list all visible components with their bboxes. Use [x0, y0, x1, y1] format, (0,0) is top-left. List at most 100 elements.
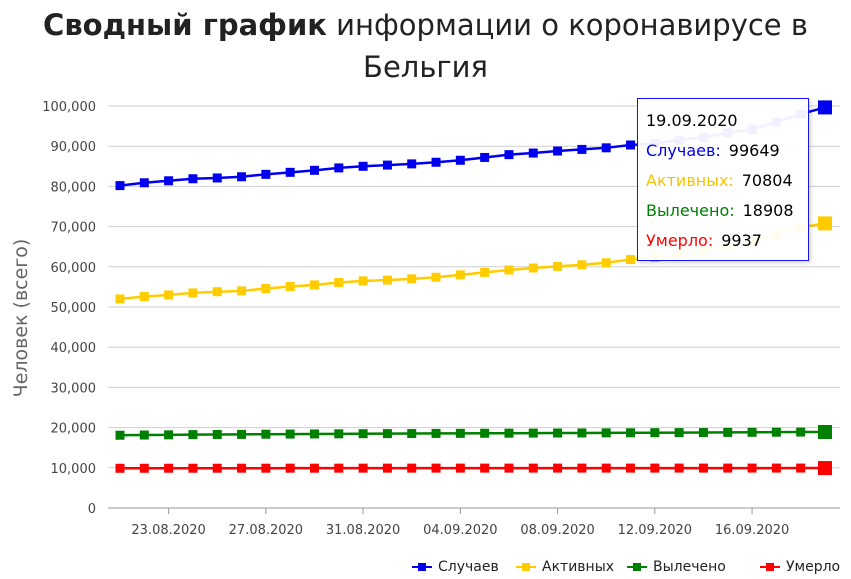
- data-point[interactable]: [285, 463, 295, 473]
- data-point[interactable]: [553, 428, 563, 438]
- data-point[interactable]: [139, 292, 149, 302]
- data-point[interactable]: [237, 286, 247, 296]
- data-point[interactable]: [139, 430, 149, 440]
- data-point[interactable]: [164, 176, 174, 186]
- legend-item-deaths[interactable]: Умерло: [760, 557, 840, 577]
- data-point[interactable]: [626, 255, 636, 265]
- data-point[interactable]: [334, 163, 344, 173]
- data-point[interactable]: [139, 463, 149, 473]
- data-point[interactable]: [796, 463, 806, 473]
- data-point[interactable]: [285, 167, 295, 177]
- data-point[interactable]: [309, 463, 319, 473]
- data-point[interactable]: [723, 463, 733, 473]
- data-point[interactable]: [650, 428, 660, 438]
- data-point[interactable]: [382, 275, 392, 285]
- data-point[interactable]: [407, 159, 417, 169]
- data-point[interactable]: [455, 463, 465, 473]
- legend-item-cases[interactable]: Случаев: [412, 557, 499, 577]
- data-point[interactable]: [480, 267, 490, 277]
- legend-item-active[interactable]: Активных: [516, 557, 614, 577]
- data-point[interactable]: [285, 429, 295, 439]
- data-point[interactable]: [626, 140, 636, 150]
- data-point[interactable]: [818, 424, 832, 439]
- data-point[interactable]: [358, 276, 368, 286]
- data-point[interactable]: [698, 463, 708, 473]
- data-point[interactable]: [577, 463, 587, 473]
- data-point[interactable]: [553, 261, 563, 271]
- data-point[interactable]: [309, 280, 319, 290]
- data-point[interactable]: [431, 157, 441, 167]
- data-point[interactable]: [577, 428, 587, 438]
- data-point[interactable]: [480, 428, 490, 438]
- data-point[interactable]: [212, 430, 222, 440]
- data-point[interactable]: [455, 155, 465, 165]
- legend-item-recovered[interactable]: Вылечено: [627, 557, 726, 577]
- data-point[interactable]: [115, 294, 125, 304]
- data-point[interactable]: [358, 429, 368, 439]
- data-point[interactable]: [553, 146, 563, 156]
- data-point[interactable]: [237, 172, 247, 182]
- data-point[interactable]: [601, 143, 611, 153]
- data-point[interactable]: [115, 430, 125, 440]
- data-point[interactable]: [261, 429, 271, 439]
- data-point[interactable]: [115, 181, 125, 191]
- data-point[interactable]: [601, 258, 611, 268]
- data-point[interactable]: [553, 463, 563, 473]
- data-point[interactable]: [407, 274, 417, 284]
- data-point[interactable]: [309, 429, 319, 439]
- data-point[interactable]: [382, 463, 392, 473]
- data-point[interactable]: [431, 428, 441, 438]
- data-point[interactable]: [455, 428, 465, 438]
- data-point[interactable]: [431, 272, 441, 282]
- data-point[interactable]: [601, 463, 611, 473]
- data-point[interactable]: [358, 161, 368, 171]
- data-point[interactable]: [626, 428, 636, 438]
- data-point[interactable]: [528, 428, 538, 438]
- data-point[interactable]: [601, 428, 611, 438]
- data-point[interactable]: [188, 430, 198, 440]
- data-point[interactable]: [698, 428, 708, 438]
- data-point[interactable]: [261, 284, 271, 294]
- data-point[interactable]: [285, 281, 295, 291]
- data-point[interactable]: [528, 263, 538, 273]
- data-point[interactable]: [115, 463, 125, 473]
- data-point[interactable]: [334, 463, 344, 473]
- data-point[interactable]: [237, 463, 247, 473]
- data-point[interactable]: [139, 178, 149, 188]
- data-point[interactable]: [261, 463, 271, 473]
- data-point[interactable]: [480, 463, 490, 473]
- data-point[interactable]: [455, 270, 465, 280]
- data-point[interactable]: [504, 265, 514, 275]
- data-point[interactable]: [431, 463, 441, 473]
- data-point[interactable]: [528, 148, 538, 158]
- data-point[interactable]: [407, 463, 417, 473]
- data-point[interactable]: [747, 427, 757, 437]
- data-point[interactable]: [237, 429, 247, 439]
- data-point[interactable]: [164, 430, 174, 440]
- data-point[interactable]: [382, 429, 392, 439]
- data-point[interactable]: [334, 429, 344, 439]
- data-point[interactable]: [358, 463, 368, 473]
- data-point[interactable]: [188, 288, 198, 298]
- data-point[interactable]: [771, 427, 781, 437]
- data-point[interactable]: [818, 216, 832, 231]
- data-point[interactable]: [164, 463, 174, 473]
- data-point[interactable]: [212, 287, 222, 297]
- data-point[interactable]: [650, 463, 660, 473]
- data-point[interactable]: [528, 463, 538, 473]
- data-point[interactable]: [188, 174, 198, 184]
- data-point[interactable]: [626, 463, 636, 473]
- data-point[interactable]: [723, 427, 733, 437]
- data-point[interactable]: [309, 165, 319, 175]
- data-point[interactable]: [188, 463, 198, 473]
- data-point[interactable]: [504, 428, 514, 438]
- data-point[interactable]: [334, 277, 344, 287]
- data-point[interactable]: [504, 150, 514, 160]
- data-point[interactable]: [504, 463, 514, 473]
- data-point[interactable]: [164, 290, 174, 300]
- data-point[interactable]: [407, 429, 417, 439]
- data-point[interactable]: [771, 463, 781, 473]
- data-point[interactable]: [747, 463, 757, 473]
- data-point[interactable]: [818, 461, 832, 476]
- data-point[interactable]: [577, 144, 587, 154]
